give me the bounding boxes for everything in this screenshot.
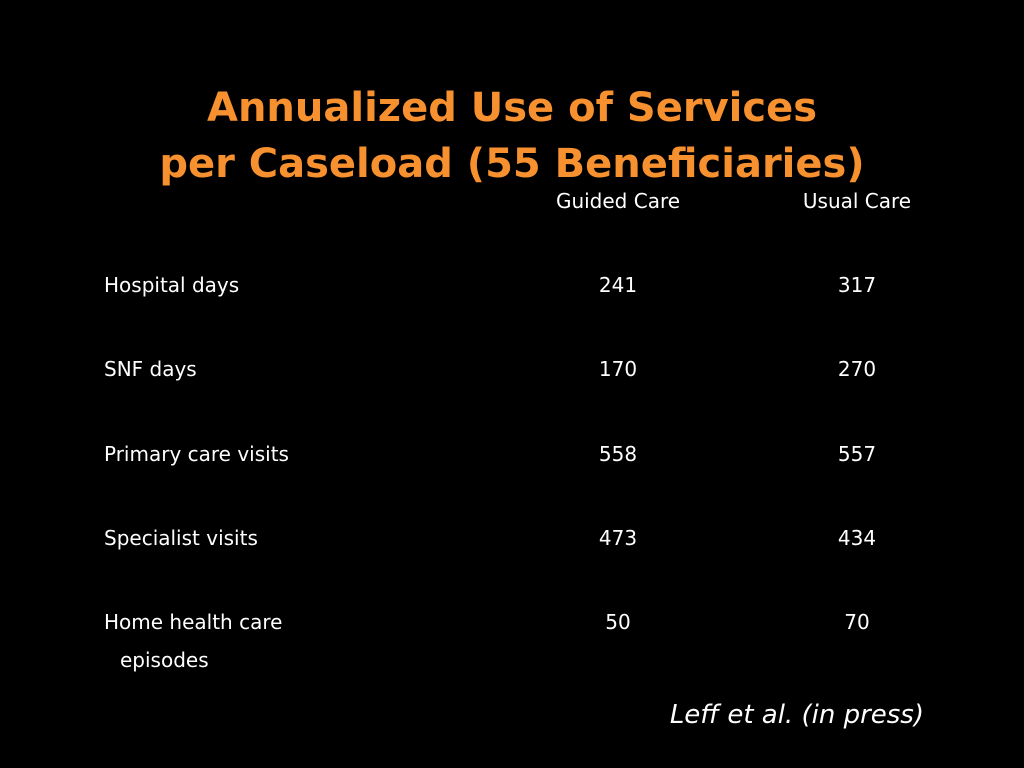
row-label: Specialist visits [104,526,258,550]
guided-care-value: 241 [598,273,638,297]
row-label: SNF days [104,357,197,381]
usual-care-value: 557 [837,442,877,466]
column-header-usual-care: Usual Care [802,189,912,213]
usual-care-value: 70 [844,610,870,634]
guided-care-value: 558 [598,442,638,466]
table-row: Hospital days 241 317 [0,266,1024,326]
usual-care-value: 317 [837,273,877,297]
table-row: Primary care visits 558 557 [0,435,1024,495]
table-row: Home health care episodes 50 70 [0,603,1024,683]
slide-title: Annualized Use of Services per Caseload … [0,80,1024,192]
row-label-line-1: Home health care [104,610,283,634]
row-label: Hospital days [104,273,240,297]
guided-care-value: 473 [598,526,638,550]
guided-care-value: 170 [598,357,638,381]
usual-care-value: 270 [837,357,877,381]
usual-care-value: 434 [837,526,877,550]
row-label-line-2: episodes [120,648,209,672]
citation: Leff et al. (in press) [669,700,924,730]
row-label: Primary care visits [104,442,289,466]
guided-care-value: 50 [605,610,631,634]
table-row: SNF days 170 270 [0,350,1024,410]
row-label: Home health care episodes [104,603,464,679]
table-row: Specialist visits 473 434 [0,519,1024,579]
title-line-2: per Caseload (55 Beneficiaries) [159,141,865,187]
title-line-1: Annualized Use of Services [206,85,818,131]
column-header-guided-care: Guided Care [555,189,681,213]
